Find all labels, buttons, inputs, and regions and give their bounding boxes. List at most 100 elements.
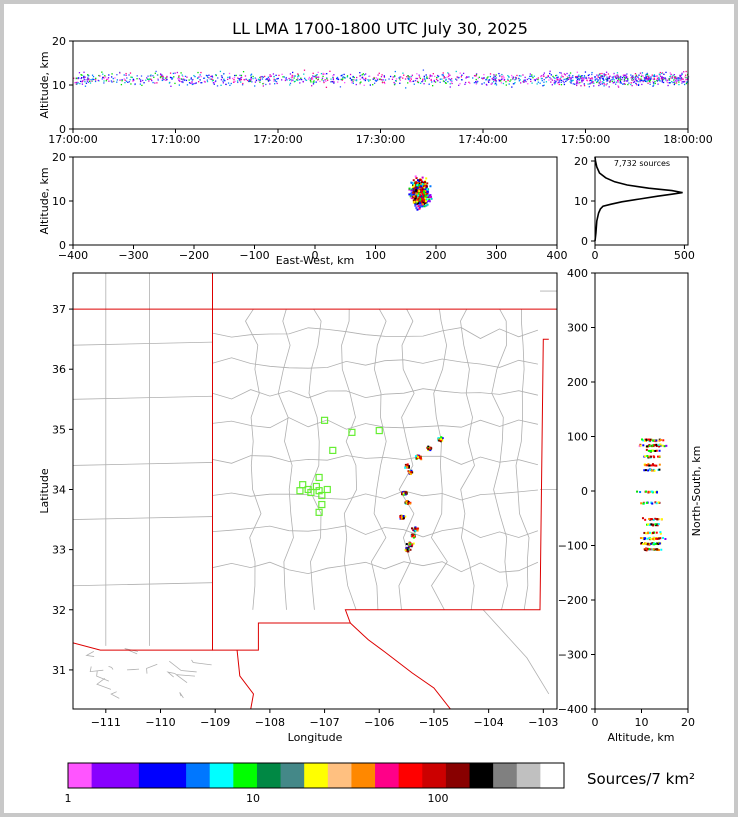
time-altitude-source — [443, 80, 446, 83]
time-altitude-source — [530, 78, 532, 81]
time-tick-label: 18:00:00 — [663, 133, 712, 146]
time-altitude-source — [325, 80, 327, 82]
station-marker — [323, 485, 331, 494]
time-altitude-source — [621, 76, 624, 79]
time-altitude-source — [369, 84, 371, 86]
ew-source — [412, 179, 415, 182]
time-altitude-source — [665, 71, 667, 74]
time-altitude-source — [166, 78, 168, 81]
ns-source — [643, 531, 646, 534]
map-source — [405, 492, 408, 495]
time-altitude-source — [656, 77, 659, 79]
time-altitude-source — [161, 75, 163, 78]
time-altitude-source — [601, 75, 604, 77]
time-altitude-source — [297, 79, 299, 82]
time-altitude-source — [605, 83, 608, 85]
time-altitude-source — [493, 74, 495, 76]
time-altitude-source — [585, 76, 587, 79]
time-altitude-source — [576, 78, 579, 81]
time-altitude-source — [473, 82, 476, 84]
time-altitude-source — [381, 74, 383, 76]
time-altitude-source — [258, 79, 260, 82]
map-source — [419, 457, 422, 460]
time-altitude-source — [569, 81, 571, 83]
time-altitude-source — [227, 82, 230, 84]
hist-alt-tick-label: 10 — [574, 195, 588, 208]
time-altitude-source — [685, 70, 687, 73]
time-altitude-source — [522, 81, 525, 83]
time-altitude-source — [151, 79, 153, 82]
time-altitude-source — [317, 76, 320, 78]
time-altitude-source — [208, 77, 210, 79]
time-altitude-source — [83, 71, 85, 73]
altitude-north-south-panel: Altitude, km North-South, km 0 10 20−400−3… — [558, 267, 703, 744]
time-altitude-source — [619, 80, 622, 83]
time-altitude-source — [512, 77, 514, 79]
time-altitude-source — [353, 76, 355, 79]
ew-source — [416, 193, 419, 196]
time-altitude-source — [625, 75, 627, 77]
time-altitude-source — [619, 79, 621, 82]
time-altitude-source — [637, 84, 640, 86]
time-altitude-source — [622, 83, 624, 85]
time-altitude-source — [337, 78, 339, 81]
time-altitude-source — [81, 81, 83, 83]
time-altitude-source — [583, 83, 585, 85]
time-altitude-source — [116, 74, 118, 76]
time-altitude-source — [99, 75, 101, 77]
time-altitude-source — [92, 76, 95, 78]
time-altitude-source — [84, 79, 86, 81]
time-altitude-source — [407, 82, 409, 84]
time-altitude-source — [597, 75, 600, 77]
time-altitude-source — [419, 82, 422, 84]
time-altitude-source — [245, 78, 247, 81]
time-altitude-source — [130, 83, 132, 85]
time-altitude-source — [126, 77, 128, 79]
time-altitude-source — [589, 82, 591, 85]
time-altitude-source — [607, 78, 609, 80]
ns-source — [642, 444, 645, 447]
time-altitude-source — [362, 73, 364, 75]
ew-source — [421, 189, 424, 192]
ns-source — [656, 548, 659, 551]
time-altitude-source — [580, 75, 583, 77]
map-source — [427, 449, 430, 452]
ns-source — [653, 469, 656, 472]
map-source — [439, 440, 442, 443]
time-altitude-source — [293, 77, 295, 79]
time-altitude-source — [331, 81, 334, 83]
time-altitude-source — [554, 81, 557, 84]
time-altitude-source — [105, 80, 107, 82]
ns-source — [646, 523, 649, 526]
time-altitude-source — [323, 81, 325, 84]
time-altitude-source — [222, 80, 224, 82]
time-altitude-source — [665, 79, 667, 82]
ew-source — [416, 189, 419, 192]
time-altitude-source — [666, 80, 668, 82]
time-altitude-source — [267, 77, 269, 80]
time-altitude-source — [653, 74, 655, 77]
time-tick-label: 17:20:00 — [253, 133, 302, 146]
time-altitude-source — [221, 76, 223, 79]
time-altitude-source — [554, 82, 556, 84]
time-altitude-source — [455, 78, 457, 81]
time-altitude-source — [103, 80, 105, 82]
time-altitude-source — [533, 75, 535, 77]
time-altitude-source — [632, 76, 635, 79]
time-altitude-source — [215, 80, 217, 82]
ns-source — [658, 443, 661, 446]
ns-source — [644, 518, 647, 521]
time-altitude-source — [549, 70, 551, 72]
latitude-tick-label: 33 — [52, 544, 66, 557]
colorbar-swatch — [493, 763, 518, 788]
time-altitude-source — [578, 74, 580, 76]
ew-source — [423, 187, 426, 190]
time-altitude-source — [597, 79, 599, 81]
time-altitude-source — [344, 77, 346, 79]
time-altitude-source — [512, 78, 514, 80]
time-altitude-source — [211, 76, 214, 78]
time-altitude-source — [409, 80, 411, 82]
time-altitude-source — [111, 73, 113, 75]
time-altitude-source — [346, 75, 349, 77]
